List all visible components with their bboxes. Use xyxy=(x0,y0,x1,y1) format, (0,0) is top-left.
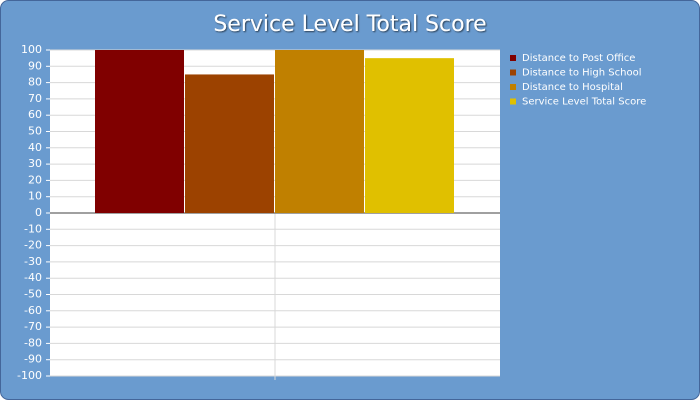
bar xyxy=(185,74,274,213)
y-tick-label: 20 xyxy=(28,173,42,186)
y-tick-label: 100 xyxy=(21,43,42,56)
bar xyxy=(95,50,184,213)
legend-swatch xyxy=(510,69,516,76)
y-tick-label: 40 xyxy=(28,141,42,154)
y-tick-label: 90 xyxy=(28,59,42,72)
bar xyxy=(365,58,454,214)
legend-label: Distance to Post Office xyxy=(522,53,635,64)
y-tick-label: 0 xyxy=(35,206,42,219)
y-tick-label: -40 xyxy=(24,271,42,284)
legend-label: Service Level Total Score xyxy=(522,97,646,108)
legend-swatch xyxy=(510,84,516,90)
legend-label: Distance to Hospital xyxy=(522,82,623,93)
y-tick-label: -50 xyxy=(24,288,42,301)
legend-swatch xyxy=(510,55,516,61)
y-tick-label: -10 xyxy=(24,222,42,235)
y-tick-label: 10 xyxy=(28,190,42,203)
y-tick-label: 50 xyxy=(28,125,42,138)
y-tick-label: -70 xyxy=(24,320,42,333)
y-tick-label: -90 xyxy=(24,353,42,366)
y-tick-label: 80 xyxy=(28,76,42,89)
legend-label: Distance to High School xyxy=(522,68,641,79)
y-tick-label: -20 xyxy=(24,239,42,252)
y-tick-label: 30 xyxy=(28,157,42,170)
y-tick-label: -100 xyxy=(17,369,42,382)
bar xyxy=(275,50,364,213)
y-tick-label: 70 xyxy=(28,92,42,105)
y-tick-label: -80 xyxy=(24,336,42,349)
y-tick-label: -30 xyxy=(24,255,42,268)
y-tick-label: -60 xyxy=(24,304,42,317)
chart-title: Service Level Total Score xyxy=(213,12,486,37)
y-tick-label: 60 xyxy=(28,108,42,121)
legend-swatch xyxy=(510,98,516,105)
